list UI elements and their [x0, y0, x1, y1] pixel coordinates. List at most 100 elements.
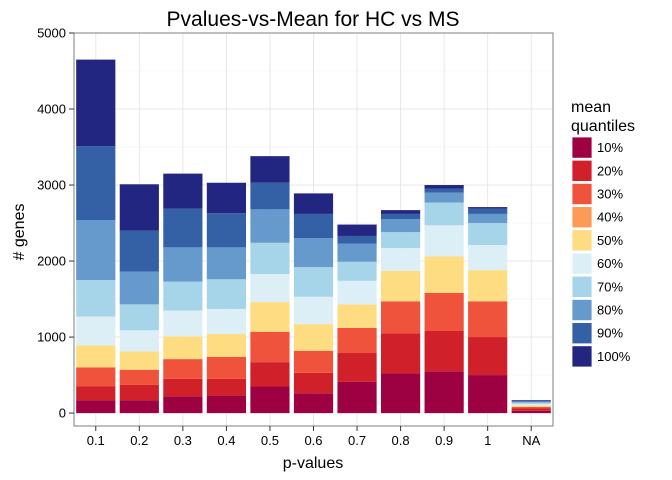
- bar-segment-1-20%: [468, 337, 508, 376]
- bar-segment-0.8-80%: [380, 219, 421, 233]
- bar-segment-0.1-10%: [76, 400, 116, 414]
- bar-segment-0.3-70%: [163, 281, 203, 311]
- bar-segment-0.9-60%: [424, 225, 464, 257]
- legend-swatch-80%: [571, 298, 593, 321]
- bar-segment-0.6-10%: [293, 393, 334, 414]
- bar-segment-0.2-60%: [119, 330, 159, 352]
- bar-segment-0.9-80%: [424, 192, 464, 203]
- bar-segment-1-100%: [468, 207, 508, 209]
- bar-segment-0.5-30%: [250, 331, 290, 363]
- legend-swatch-90%: [571, 322, 593, 345]
- bar-segment-0.2-90%: [119, 230, 159, 272]
- legend-label: 40%: [597, 210, 623, 225]
- bar-stacks: [76, 59, 551, 414]
- bar-segment-0.3-90%: [163, 208, 203, 248]
- y-tick-label: 5000: [37, 26, 66, 41]
- legend-label: 100%: [597, 349, 631, 364]
- bar-segment-0.7-60%: [337, 280, 377, 305]
- bar-segment-0.6-20%: [293, 372, 334, 394]
- y-tick-label: 3000: [37, 178, 66, 193]
- bar-segment-NA-20%: [511, 408, 551, 411]
- bar-segment-0.3-20%: [163, 378, 203, 397]
- bar-segment-0.7-50%: [337, 304, 377, 328]
- bar-segment-0.8-100%: [380, 210, 421, 214]
- bar-segment-0.6-80%: [293, 238, 334, 268]
- x-tick-label: 0.4: [217, 433, 235, 448]
- legend-label: 30%: [597, 187, 623, 202]
- bar-segment-0.1-50%: [76, 345, 116, 368]
- x-tick-label: 0.2: [130, 433, 148, 448]
- legend-swatch-40%: [571, 206, 593, 229]
- bar-segment-0.3-30%: [163, 359, 203, 379]
- bar-segment-0.4-20%: [206, 378, 247, 396]
- legend-label: 50%: [597, 233, 623, 248]
- bar-segment-0.9-30%: [424, 292, 464, 331]
- bar-segment-0.4-10%: [206, 395, 247, 414]
- bar-segment-0.8-70%: [380, 232, 421, 249]
- bar-segment-1-30%: [468, 301, 508, 338]
- bar-segment-0.2-50%: [119, 351, 159, 370]
- x-axis-title: p-values: [283, 455, 343, 472]
- bar-segment-0.7-20%: [337, 353, 377, 382]
- bar-segment-0.9-20%: [424, 330, 464, 372]
- y-tick-label: 4000: [37, 102, 66, 117]
- bar-segment-0.2-10%: [119, 400, 159, 414]
- y-axis-title: # genes: [11, 204, 28, 261]
- bar-segment-0.9-90%: [424, 188, 464, 193]
- bar-segment-0.5-20%: [250, 362, 290, 387]
- legend-label: 60%: [597, 256, 623, 271]
- bar-segment-0.6-50%: [293, 324, 334, 351]
- x-tick-label: NA: [522, 433, 540, 448]
- bar-segment-0.9-100%: [424, 185, 464, 189]
- bar-segment-0.7-10%: [337, 381, 377, 414]
- bar-segment-0.3-50%: [163, 336, 203, 360]
- bar-segment-0.8-20%: [380, 333, 421, 374]
- y-tick-label: 0: [59, 406, 66, 421]
- bar-segment-1-50%: [468, 270, 508, 302]
- bar-segment-NA-70%: [511, 402, 551, 404]
- bar-segment-0.9-50%: [424, 256, 464, 293]
- y-tick-label: 2000: [37, 254, 66, 269]
- bar-segment-NA-50%: [511, 405, 551, 407]
- bar-segment-0.1-70%: [76, 280, 116, 317]
- bar-segment-0.9-70%: [424, 202, 464, 226]
- bar-segment-1-60%: [468, 245, 508, 271]
- bar-segment-0.2-20%: [119, 384, 159, 401]
- bar-segment-NA-30%: [511, 406, 551, 409]
- bar-segment-0.5-100%: [250, 156, 290, 183]
- bar-segment-1-10%: [468, 375, 508, 414]
- legend: mean quantiles 10% 20% 30% 40% 50% 60% 70% 80% 9…: [570, 99, 635, 369]
- x-tick-label: 0.6: [304, 433, 322, 448]
- bar-segment-0.8-60%: [380, 248, 421, 271]
- bar-segment-0.5-10%: [250, 386, 290, 414]
- bar-segment-0.3-80%: [163, 247, 203, 282]
- bar-segment-0.2-100%: [119, 184, 159, 231]
- bar-segment-0.5-60%: [250, 273, 290, 303]
- x-tick-label: 1: [484, 433, 491, 448]
- legend-label: 70%: [597, 279, 623, 294]
- bar-segment-0.8-10%: [380, 373, 421, 414]
- bar-segment-1-70%: [468, 223, 508, 246]
- bar-segment-0.5-70%: [250, 242, 290, 274]
- bar-segment-NA-10%: [511, 410, 551, 414]
- bar-segment-0.8-50%: [380, 270, 421, 302]
- x-tick-label: 0.3: [174, 433, 192, 448]
- bar-segment-0.2-70%: [119, 304, 159, 331]
- bar-segment-0.7-30%: [337, 327, 377, 354]
- bar-segment-NA-80%: [511, 401, 551, 403]
- bar-segment-1-90%: [468, 208, 508, 214]
- bar-segment-0.5-90%: [250, 182, 290, 210]
- bar-segment-0.5-80%: [250, 209, 290, 243]
- bar-segment-0.1-20%: [76, 386, 116, 401]
- chart-title: Pvalues-vs-Mean for HC vs MS: [167, 8, 460, 31]
- bar-segment-0.1-100%: [76, 59, 116, 147]
- legend-label: 20%: [597, 163, 623, 178]
- bar-segment-NA-60%: [511, 403, 551, 406]
- legend-swatch-100%: [571, 345, 593, 368]
- x-tick-label: 0.5: [261, 433, 279, 448]
- bar-segment-0.4-90%: [206, 213, 247, 248]
- x-axis-ticks: 0.1 0.2 0.3 0.4 0.5 0.6 0.7 0.8 0.9 1 NA: [87, 426, 541, 448]
- bar-segment-NA-100%: [511, 400, 551, 401]
- bar-segment-0.8-90%: [380, 213, 421, 220]
